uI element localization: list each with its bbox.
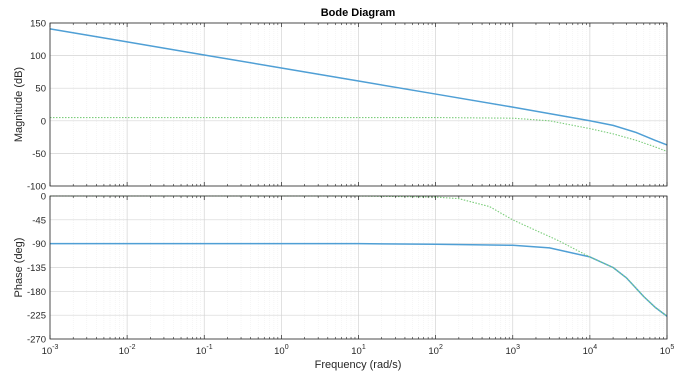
phase-y-tick-label: -180 [27,287,46,298]
phase-y-tick-label: -225 [27,311,46,322]
magnitude-y-tick-label: -100 [27,182,46,193]
phase-y-label: Phase (deg) [13,238,25,298]
phase-ticks: 0 -45 -90 -135 -180 -225 -270 [27,192,668,346]
phase-y-tick-label: 0 [41,192,46,203]
x-tick-label: 102 [428,344,443,357]
x-axis-label: Frequency (rad/s) [315,359,402,371]
magnitude-series [49,28,668,152]
phase-series-dotted-line [50,195,668,317]
x-axis-ticks: 10-3 10-2 10-1 100 101 102 103 104 105 [42,344,675,357]
chart-title: Bode Diagram [321,7,396,19]
phase-series-solid-line [50,242,668,317]
x-tick-label: 101 [351,344,366,357]
magnitude-y-tick-label: 50 [35,84,46,95]
magnitude-series-solid-line [49,28,668,146]
magnitude-y-label: Magnitude (dB) [13,67,25,142]
x-tick-label: 10-3 [42,344,59,357]
phase-grid [49,195,668,340]
phase-subplot: 0 -45 -90 -135 -180 -225 -270 Phase (deg) [13,192,668,346]
x-tick-label: 10-2 [119,344,136,357]
phase-y-tick-label: -135 [27,263,46,274]
magnitude-ticks: 150 100 50 0 -50 -100 [27,19,668,193]
phase-y-tick-label: -270 [27,335,46,346]
x-tick-label: 100 [274,344,289,357]
phase-y-tick-label: -90 [32,239,46,250]
x-tick-label: 104 [583,344,598,357]
magnitude-series-dotted-line [50,116,668,152]
phase-series [50,195,668,317]
magnitude-y-tick-label: -50 [32,149,46,160]
magnitude-y-tick-label: 100 [30,51,46,62]
phase-y-tick-label: -45 [32,215,46,226]
magnitude-y-tick-label: 150 [30,19,46,30]
x-tick-label: 103 [506,344,521,357]
x-tick-label: 10-1 [196,344,213,357]
magnitude-subplot: 150 100 50 0 -50 -100 Magnitude (dB) [13,19,668,193]
magnitude-grid [49,22,668,187]
magnitude-y-tick-label: 0 [41,116,46,127]
x-tick-label: 105 [660,344,675,357]
